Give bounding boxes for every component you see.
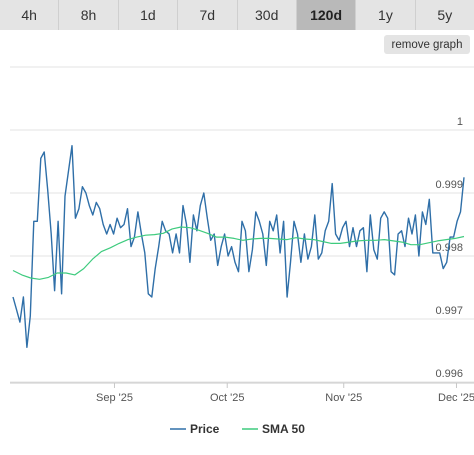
y-tick-label: 1 — [457, 116, 463, 128]
x-tick-label: Dec '25 — [438, 392, 474, 404]
legend-label: Price — [190, 422, 220, 436]
series-line-price — [12, 144, 465, 348]
series-line-sma-50 — [12, 226, 465, 280]
tab-1y[interactable]: 1y — [356, 0, 416, 30]
tab-8h[interactable]: 8h — [59, 0, 119, 30]
legend-label: SMA 50 — [262, 422, 305, 436]
x-tick-label: Nov '25 — [325, 392, 362, 404]
y-tick-label: 0.996 — [435, 368, 463, 380]
tab-30d[interactable]: 30d — [238, 0, 297, 30]
tab-5y[interactable]: 5y — [437, 7, 453, 23]
x-tick-label: Sep '25 — [96, 392, 133, 404]
y-tick-label: 0.999 — [435, 179, 463, 191]
timeframe-tabs: 4h 8h 1d 7d 30d 120d 1y 5y — [0, 0, 474, 30]
remove-graph-button[interactable]: remove graph — [384, 35, 470, 54]
y-tick-label: 0.997 — [435, 305, 463, 317]
tab-7d[interactable]: 7d — [178, 0, 238, 30]
tab-120d[interactable]: 120d — [296, 0, 357, 30]
tab-1d[interactable]: 1d — [119, 0, 179, 30]
x-tick-label: Oct '25 — [210, 392, 245, 404]
tab-4h[interactable]: 4h — [0, 0, 60, 30]
